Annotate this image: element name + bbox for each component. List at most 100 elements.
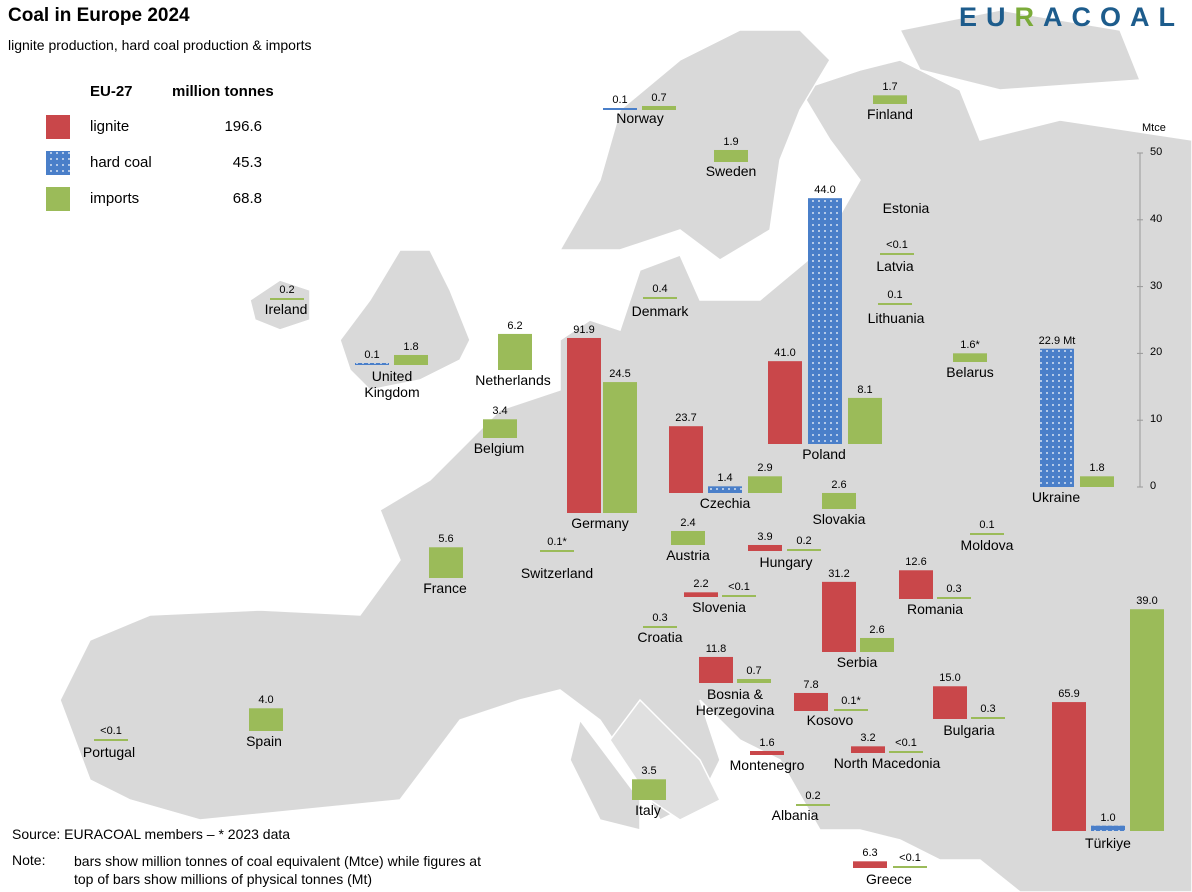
legend-region: EU-27 xyxy=(90,83,133,100)
bar-label: 11.8 xyxy=(705,642,727,655)
bar xyxy=(722,595,756,597)
bar xyxy=(1052,702,1086,831)
bar-label: <0.1 xyxy=(886,239,908,251)
axis-tick-label: 50 xyxy=(1150,146,1163,158)
axis-label: Mtce xyxy=(1142,122,1166,134)
logo-text: EU xyxy=(958,2,1015,32)
logo-text: ACOAL xyxy=(1043,2,1184,32)
country-name: Ireland xyxy=(264,301,308,317)
country-name: Bosnia & Herzegovina xyxy=(695,686,775,718)
note-label: Note: xyxy=(12,852,46,868)
bar xyxy=(933,686,967,719)
bar xyxy=(642,105,676,110)
country-name: Türkiye xyxy=(1085,835,1131,851)
bar xyxy=(834,709,868,711)
bar xyxy=(1080,476,1114,487)
country-name: Belarus xyxy=(946,364,994,380)
bar xyxy=(971,717,1005,719)
bar-label: 7.8 xyxy=(803,678,819,691)
bar-label: 1.9 xyxy=(723,135,739,148)
bar-label: 24.5 xyxy=(609,368,631,381)
bar xyxy=(714,149,748,162)
bar-label: 3.9 xyxy=(757,530,773,543)
bar-label: 1.8 xyxy=(1089,462,1105,475)
bar-label: 0.3 xyxy=(652,611,668,624)
bar-label: 2.2 xyxy=(693,578,709,591)
bar xyxy=(880,253,914,255)
bar-label: 23.7 xyxy=(675,412,697,425)
axis-tick-label: 30 xyxy=(1150,279,1163,292)
bar-label: 91.9 xyxy=(573,323,595,336)
country-name: Germany xyxy=(571,515,629,531)
country-name: Netherlands xyxy=(475,372,551,388)
bar-label: 0.1 xyxy=(979,519,995,531)
bar-label: 3.2 xyxy=(860,732,876,745)
country-name: Belgium xyxy=(473,440,525,456)
bar-label: 2.9 xyxy=(757,462,773,475)
bar-label: <0.1 xyxy=(895,737,917,749)
bar xyxy=(953,353,987,362)
country-name: Portugal xyxy=(82,744,136,760)
country-name: Greece xyxy=(866,871,912,887)
country-name: France xyxy=(423,580,467,596)
bar-label: 0.4 xyxy=(652,282,668,295)
bar-label: 0.2 xyxy=(796,535,812,547)
bar-label: 5.6 xyxy=(438,533,454,546)
country-name: Croatia xyxy=(637,629,683,645)
country-name: Sweden xyxy=(705,163,757,179)
bar-label: 1.6* xyxy=(960,339,980,352)
bar xyxy=(748,476,782,493)
bar-label: 4.0 xyxy=(258,694,274,707)
bar xyxy=(737,678,771,683)
bar-label: 44.0 xyxy=(814,184,836,197)
country-name: Bulgaria xyxy=(943,722,995,738)
bar-label: 41.0 xyxy=(774,347,796,360)
bar xyxy=(603,382,637,513)
bar-label: 0.7 xyxy=(746,664,762,677)
bar xyxy=(671,530,705,545)
bar xyxy=(893,866,927,868)
bar-label: 22.9 Mt xyxy=(1038,334,1076,347)
legend-unit: million tonnes xyxy=(172,83,274,100)
country-name: Norway xyxy=(616,110,664,126)
bar xyxy=(796,804,830,806)
bar xyxy=(748,544,782,551)
bar-label: 2.6 xyxy=(831,478,847,491)
bar xyxy=(808,198,842,444)
country-name: Serbia xyxy=(836,654,878,670)
country-name: Finland xyxy=(867,106,913,122)
country-name: Hungary xyxy=(759,554,813,570)
bar xyxy=(889,751,923,753)
bar-label: <0.1 xyxy=(100,725,122,737)
legend-label: hard coal xyxy=(90,154,152,171)
bar xyxy=(873,95,907,104)
bar xyxy=(498,333,532,370)
bar-label: 0.1* xyxy=(547,536,567,548)
axis-tick-label: 10 xyxy=(1150,413,1163,426)
bar xyxy=(603,108,637,110)
legend-label: imports xyxy=(90,190,140,207)
country-name: Estonia xyxy=(882,200,930,216)
country-name: Latvia xyxy=(876,258,914,274)
bar xyxy=(794,692,828,711)
bar-label: <0.1 xyxy=(728,581,750,593)
bar xyxy=(684,592,718,597)
bar-label: 2.6 xyxy=(869,623,885,636)
country-name: Moldova xyxy=(960,537,1014,553)
source: Source: EURACOAL members – * 2023 data xyxy=(12,826,291,842)
bar-label: 0.1 xyxy=(612,94,628,106)
country-name: Slovakia xyxy=(812,511,866,527)
logo: EURACOAL xyxy=(959,2,1184,33)
legend-value: 45.3 xyxy=(232,154,262,171)
country-name: Czechia xyxy=(699,495,751,511)
bar xyxy=(355,363,389,365)
bar xyxy=(394,354,428,365)
bar-label: 0.2 xyxy=(279,284,295,296)
bar xyxy=(750,750,784,755)
bar xyxy=(708,486,742,493)
country-name: Slovenia xyxy=(692,599,746,615)
bar-label: 31.2 xyxy=(828,567,850,580)
bar-label: 12.6 xyxy=(905,556,927,569)
